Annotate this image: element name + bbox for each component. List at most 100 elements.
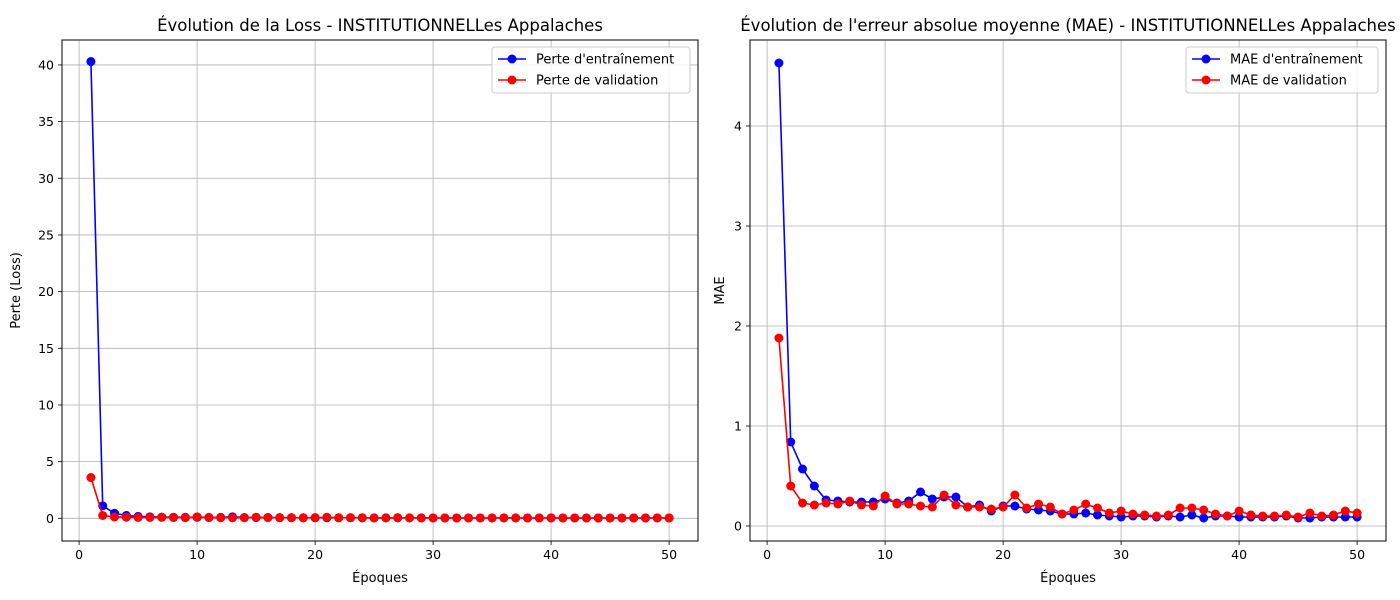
mae-val-point xyxy=(809,500,819,510)
loss-val-point xyxy=(369,513,379,523)
loss-x-tick-label: 10 xyxy=(189,547,205,562)
loss-x-tick-label: 20 xyxy=(307,547,323,562)
loss-val-point xyxy=(86,473,96,483)
loss-legend-train-marker xyxy=(507,54,517,64)
mae-val-point xyxy=(998,502,1008,512)
mae-legend-train-label: MAE d'entraînement xyxy=(1230,53,1363,68)
loss-val-point xyxy=(239,513,249,523)
loss-grid xyxy=(62,40,698,541)
loss-val-point xyxy=(593,513,603,523)
mae-val-point xyxy=(1034,499,1044,509)
mae-val-point xyxy=(1010,490,1020,500)
mae-val-point xyxy=(1151,511,1161,521)
loss-val-point xyxy=(357,513,367,523)
loss-val-point xyxy=(440,513,450,523)
mae-val-point xyxy=(1116,506,1126,516)
mae-legend-val-marker xyxy=(1201,75,1211,85)
mae-y-tick-label: 0 xyxy=(734,519,742,534)
mae-chart: 0 10 20 30 40 50 0 1 2 3 4 Évolution de l'erreur a… xyxy=(713,16,1396,586)
mae-val-point xyxy=(1092,503,1102,513)
mae-chart-title: Évolution de l'erreur absolue moyenne (M… xyxy=(740,16,1395,35)
loss-val-point xyxy=(98,510,108,520)
loss-val-point xyxy=(511,513,521,523)
mae-y-tick-label: 3 xyxy=(734,219,742,234)
loss-y-axis-label: Perte (Loss) xyxy=(9,252,24,329)
mae-val-point xyxy=(892,499,902,509)
loss-val-point xyxy=(404,513,414,523)
mae-val-point xyxy=(927,502,937,512)
loss-x-tick-label: 40 xyxy=(543,547,559,562)
mae-val-point xyxy=(774,333,784,343)
mae-val-point xyxy=(1293,512,1303,522)
mae-train-point xyxy=(927,494,937,504)
loss-val-point xyxy=(145,512,155,522)
mae-val-point xyxy=(1234,506,1244,516)
loss-val-point xyxy=(652,513,662,523)
mae-axes-frame xyxy=(749,39,1387,542)
loss-series xyxy=(86,57,674,523)
loss-legend-train-label: Perte d'entraînement xyxy=(536,53,674,68)
loss-y-tick-label: 25 xyxy=(38,227,54,242)
mae-val-point xyxy=(1057,509,1067,519)
mae-val-point xyxy=(1269,511,1279,521)
loss-y-tick-label: 20 xyxy=(38,284,54,299)
mae-y-axis-label: MAE xyxy=(713,276,728,304)
mae-x-tick-label: 50 xyxy=(1349,547,1365,562)
mae-val-point xyxy=(1210,509,1220,519)
loss-val-point xyxy=(640,513,650,523)
mae-train-point xyxy=(809,481,819,491)
loss-val-point xyxy=(499,513,509,523)
loss-val-point xyxy=(558,513,568,523)
mae-val-point xyxy=(1104,508,1114,518)
loss-y-tick-label: 10 xyxy=(38,397,54,412)
mae-val-point xyxy=(868,501,878,511)
mae-train-point xyxy=(774,58,784,68)
mae-val-point xyxy=(951,500,961,510)
mae-val-point xyxy=(833,499,843,509)
mae-val-point xyxy=(1045,502,1055,512)
mae-val-point xyxy=(786,481,796,491)
loss-val-point xyxy=(275,513,285,523)
loss-y-tick-label: 35 xyxy=(38,114,54,129)
loss-val-point xyxy=(393,513,403,523)
mae-val-point xyxy=(1069,505,1079,515)
loss-val-point xyxy=(216,513,226,523)
mae-train-point xyxy=(1081,508,1091,518)
mae-val-point xyxy=(1081,499,1091,509)
mae-train-point xyxy=(1092,510,1102,520)
mae-val-point xyxy=(1199,505,1209,515)
mae-x-tick-label: 0 xyxy=(763,547,771,562)
loss-legend-val-label: Perte de validation xyxy=(536,74,658,89)
mae-val-point xyxy=(939,490,949,500)
mae-grid xyxy=(750,40,1386,541)
loss-val-point xyxy=(452,513,462,523)
loss-val-point xyxy=(204,513,214,523)
loss-val-point xyxy=(629,513,639,523)
mae-val-point xyxy=(1258,511,1268,521)
mae-y-tick-label: 4 xyxy=(734,119,742,134)
loss-val-point xyxy=(570,513,580,523)
mae-x-axis-label: Époques xyxy=(1040,570,1096,586)
loss-legend-box xyxy=(491,46,691,94)
mae-val-point xyxy=(845,496,855,506)
mae-val-point xyxy=(880,491,890,501)
mae-val-point xyxy=(975,502,985,512)
mae-val-point xyxy=(857,500,867,510)
mae-train-point xyxy=(798,464,808,474)
loss-val-point xyxy=(157,512,167,522)
loss-val-point xyxy=(463,513,473,523)
loss-val-point xyxy=(487,513,497,523)
loss-x-tick-label: 30 xyxy=(425,547,441,562)
mae-train-point xyxy=(951,492,961,502)
loss-val-point xyxy=(110,512,120,522)
loss-val-point xyxy=(581,513,591,523)
mae-train-point xyxy=(1010,501,1020,511)
loss-val-point xyxy=(180,513,190,523)
loss-val-point xyxy=(121,512,131,522)
mae-train-point xyxy=(786,437,796,447)
loss-train-point xyxy=(86,57,96,67)
mae-train-point xyxy=(1199,513,1209,523)
mae-val-point xyxy=(1340,506,1350,516)
loss-axes-frame xyxy=(61,39,699,542)
